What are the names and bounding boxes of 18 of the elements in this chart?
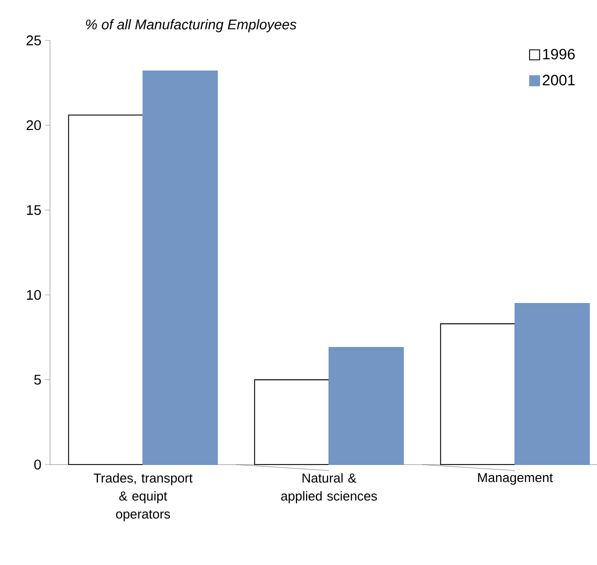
- x-tick-label: Management: [478, 473, 553, 485]
- legend-label: 2001: [542, 74, 575, 86]
- chart-title: % of all Manufacturing Employees: [86, 19, 296, 32]
- bar: [68, 114, 144, 466]
- bar: [254, 379, 330, 466]
- y-tick-label: 15: [26, 205, 41, 215]
- y-tick-label: 0: [34, 460, 41, 470]
- x-tick-label: Natural & applied sciences: [281, 473, 377, 504]
- y-tick-label: 25: [26, 35, 41, 46]
- y-tick-label: 10: [26, 290, 41, 300]
- y-tick-label: 20: [26, 120, 41, 130]
- y-tick-label: 5: [34, 374, 41, 385]
- x-tick-label: Trades, transport & equipt operators: [94, 473, 193, 522]
- bar: [440, 323, 516, 466]
- bar: [142, 70, 218, 466]
- bar: [328, 347, 404, 466]
- legend-label: 1996: [543, 48, 575, 60]
- bar: [514, 302, 590, 466]
